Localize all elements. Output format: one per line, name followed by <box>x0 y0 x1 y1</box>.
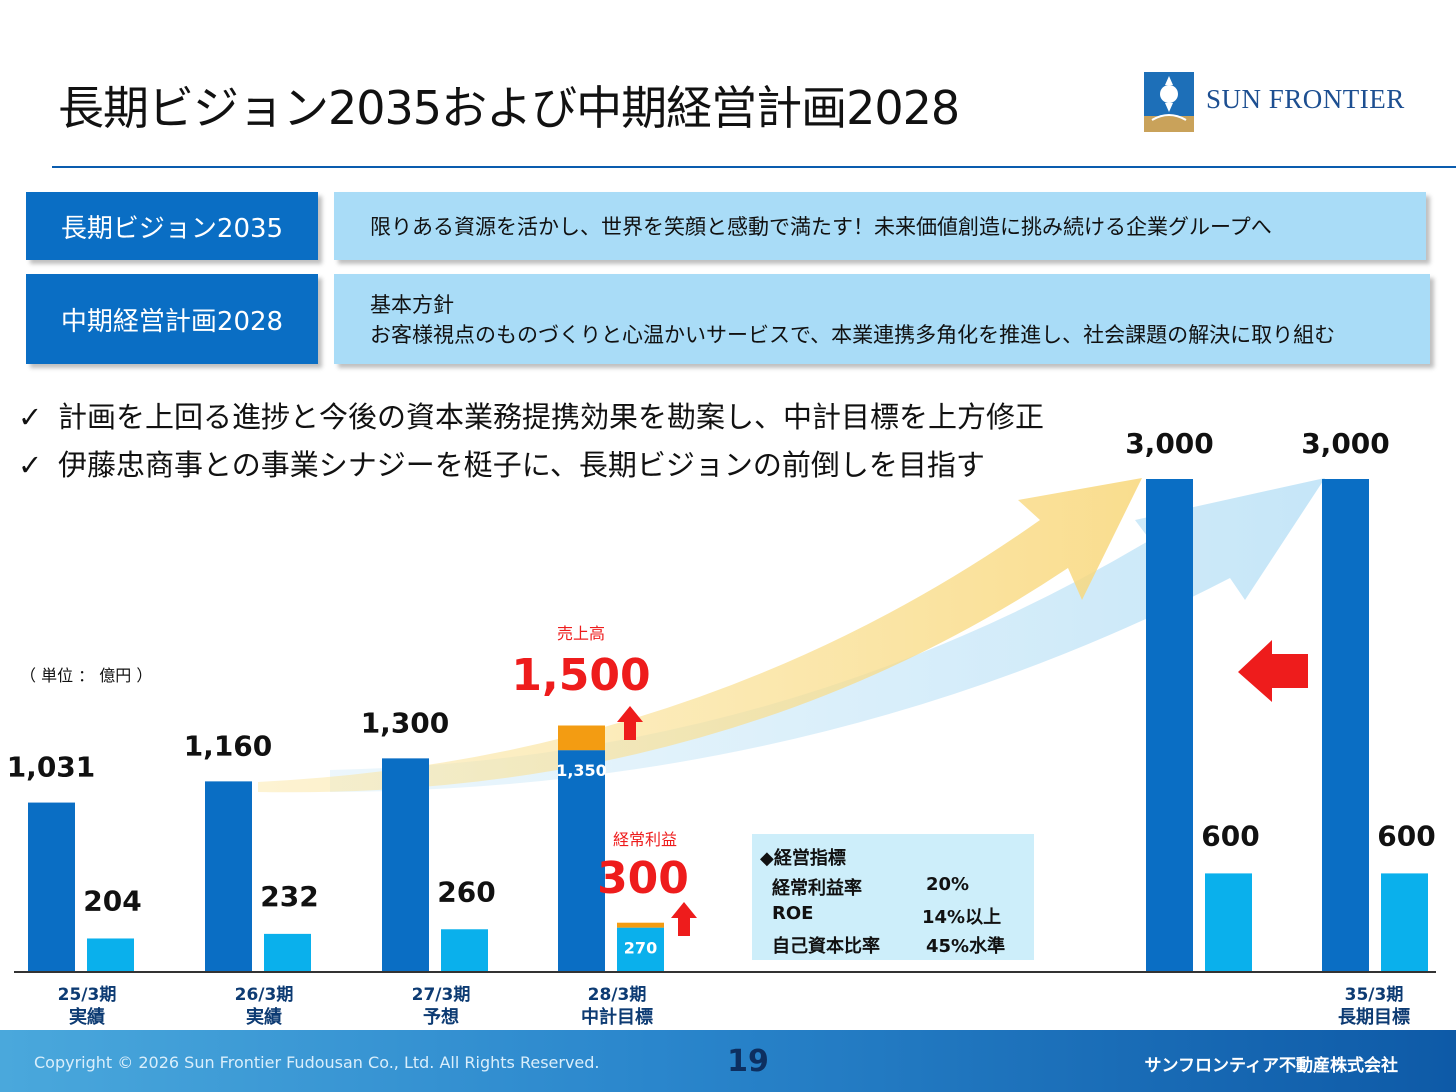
footer-bar <box>0 1030 1456 1092</box>
sales-bar <box>1146 479 1193 972</box>
profit-bar <box>264 933 311 972</box>
management-indicators-box: ◆経営指標 経常利益率 20% ROE 14%以上 自己資本比率 45%水準 <box>752 834 1034 960</box>
company-name: サンフロンティア不動産株式会社 <box>1144 1056 1398 1076</box>
copyright-text: Copyright © 2026 Sun Frontier Fudousan C… <box>34 1053 600 1072</box>
logo-wordmark: SUN FRONTIER <box>1206 84 1405 114</box>
sales-bar <box>1322 479 1369 972</box>
check-icon: ✓ <box>18 400 43 434</box>
profit-value-label: 600 <box>1201 819 1259 852</box>
category-status-label: 実績 <box>246 1006 282 1028</box>
title-divider <box>52 166 1456 168</box>
check-text: 計画を上回る進捗と今後の資本業務提携効果を勘案し、中計目標を上方修正 <box>58 400 1045 434</box>
category-status-label: 実績 <box>69 1006 105 1028</box>
profit-increase-segment <box>617 922 664 928</box>
sales-bar <box>28 802 75 972</box>
category-status-label: 長期目標 <box>1338 1006 1410 1028</box>
vision-statement: 限りある資源を活かし、世界を笑顔と感動で満たす！未来価値創造に挑み続ける企業グル… <box>334 192 1426 260</box>
indicator-value: 45%水準 <box>926 936 1006 957</box>
profit-bar <box>1205 873 1252 972</box>
profit-bar <box>1381 873 1428 972</box>
plan-heading: 基本方針 <box>370 293 454 317</box>
indicator-name: 経常利益率 <box>772 878 862 899</box>
growth-trend-arrows <box>258 478 1325 793</box>
sales-bar <box>205 781 252 972</box>
sales-value-label: 1,031 <box>7 751 96 784</box>
sales-up-arrow <box>617 706 643 740</box>
profit-series-label: 経常利益 <box>613 830 677 849</box>
plan-policy-text: お客様視点のものづくりと心温かいサービスで、本業連携多角化を推進し、社会課題の解… <box>370 323 1336 347</box>
indicator-value: 14%以上 <box>922 907 1002 928</box>
sales-trend-arrow <box>258 478 1142 793</box>
profit-bar <box>617 927 664 972</box>
category-status-label: 中計目標 <box>581 1006 653 1028</box>
category-period-label: 26/3期 <box>235 985 294 1005</box>
profit-trend-arrow <box>330 478 1325 792</box>
sales-previous-label: 1,350 <box>556 761 607 780</box>
profit-previous-label: 270 <box>624 939 657 958</box>
sales-series-label: 売上高 <box>557 624 605 643</box>
profit-value-label: 232 <box>260 880 318 913</box>
sales-bar <box>382 758 429 972</box>
category-status-label: 予想 <box>423 1006 459 1028</box>
profit-bar <box>441 929 488 972</box>
profit-up-arrow <box>671 902 697 936</box>
category-period-label: 35/3期 <box>1345 985 1404 1005</box>
sales-value-label: 1,500 <box>511 650 650 701</box>
profit-value-label: 300 <box>597 853 689 904</box>
indicators-title: ◆経営指標 <box>760 848 846 869</box>
sales-value-label: 3,000 <box>1301 427 1390 460</box>
profit-value-label: 600 <box>1377 819 1435 852</box>
sun-frontier-logo-icon <box>1144 72 1194 132</box>
indicator-name: 自己資本比率 <box>772 936 880 957</box>
sales-value-label: 3,000 <box>1125 427 1214 460</box>
check-text: 伊藤忠商事との事業シナジーを梃子に、長期ビジョンの前倒しを目指す <box>58 448 985 482</box>
sales-value-label: 1,160 <box>184 729 273 762</box>
left-arrow-icon <box>1238 640 1308 702</box>
indicator-arrows <box>617 640 1308 936</box>
page-title: 長期ビジョン2035および中期経営計画2028 <box>58 81 960 135</box>
indicator-name: ROE <box>772 903 814 924</box>
bars <box>28 479 1428 972</box>
profit-bar <box>87 938 134 972</box>
check-icon: ✓ <box>18 448 43 482</box>
indicator-row: 経常利益率 20% <box>772 874 969 900</box>
profit-value-label: 260 <box>437 875 495 908</box>
vision-label: 長期ビジョン2035 <box>26 192 318 260</box>
indicator-value: 20% <box>926 874 970 895</box>
sales-increase-segment <box>558 725 605 751</box>
category-period-label: 28/3期 <box>588 985 647 1005</box>
indicator-row: 自己資本比率 45%水準 <box>772 932 1005 958</box>
category-period-label: 25/3期 <box>58 985 117 1005</box>
plan-statement: 基本方針 お客様視点のものづくりと心温かいサービスで、本業連携多角化を推進し、社… <box>334 274 1430 364</box>
sales-bar <box>558 750 605 972</box>
check-item: ✓ 計画を上回る進捗と今後の資本業務提携効果を勘案し、中計目標を上方修正 <box>18 394 1044 436</box>
plan-label: 中期経営計画2028 <box>26 274 318 364</box>
profit-value-label: 204 <box>83 884 141 917</box>
indicator-row: ROE 14%以上 <box>772 903 1001 928</box>
unit-note: （ 単位 ： 億円 ） <box>20 666 153 685</box>
chart-labels: 1,03120425/3期実績1,16023226/3期実績1,30026027… <box>7 427 1436 1028</box>
category-period-label: 27/3期 <box>412 985 471 1005</box>
company-logo: SUN FRONTIER <box>1144 72 1404 134</box>
sales-value-label: 1,300 <box>361 706 450 739</box>
check-item: ✓ 伊藤忠商事との事業シナジーを梃子に、長期ビジョンの前倒しを目指す <box>18 442 985 484</box>
page-number: 19 <box>727 1044 769 1079</box>
